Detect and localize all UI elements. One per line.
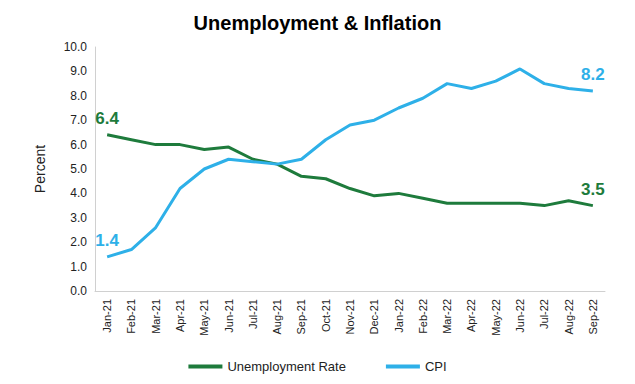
svg-text:Nov-21: Nov-21	[344, 299, 356, 334]
svg-text:Sep-22: Sep-22	[587, 299, 599, 334]
svg-text:Jul-22: Jul-22	[538, 299, 550, 329]
svg-text:Feb-22: Feb-22	[417, 299, 429, 334]
svg-text:0.0: 0.0	[70, 284, 87, 298]
svg-text:3.0: 3.0	[70, 211, 87, 225]
svg-text:Aug-22: Aug-22	[563, 299, 575, 334]
svg-text:Jan-22: Jan-22	[393, 299, 405, 333]
svg-text:8.2: 8.2	[581, 65, 605, 84]
svg-text:Jun-22: Jun-22	[514, 299, 526, 333]
svg-text:2.0: 2.0	[70, 235, 87, 249]
svg-text:Unemployment & Inflation: Unemployment & Inflation	[194, 12, 442, 34]
svg-text:May-22: May-22	[490, 299, 502, 336]
svg-text:Feb-21: Feb-21	[125, 299, 137, 334]
svg-text:4.0: 4.0	[70, 186, 87, 200]
svg-text:1.4: 1.4	[95, 231, 119, 250]
svg-text:Dec-21: Dec-21	[368, 299, 380, 334]
svg-text:6.0: 6.0	[70, 138, 87, 152]
svg-text:Sep-21: Sep-21	[295, 299, 307, 334]
svg-text:5.0: 5.0	[70, 162, 87, 176]
svg-text:Aug-21: Aug-21	[271, 299, 283, 334]
svg-text:Unemployment Rate: Unemployment Rate	[227, 359, 346, 374]
svg-text:10.0: 10.0	[64, 40, 88, 54]
svg-text:7.0: 7.0	[70, 113, 87, 127]
svg-text:May-21: May-21	[198, 299, 210, 336]
svg-text:3.5: 3.5	[581, 180, 605, 199]
svg-text:Mar-22: Mar-22	[441, 299, 453, 334]
svg-text:Jul-21: Jul-21	[247, 299, 259, 329]
svg-text:Jun-21: Jun-21	[223, 299, 235, 333]
svg-text:Apr-21: Apr-21	[174, 299, 186, 332]
svg-text:Oct-21: Oct-21	[320, 299, 332, 332]
svg-text:Apr-22: Apr-22	[465, 299, 477, 332]
svg-text:9.0: 9.0	[70, 64, 87, 78]
svg-text:8.0: 8.0	[70, 89, 87, 103]
svg-text:Percent: Percent	[32, 145, 48, 193]
svg-text:Jan-21: Jan-21	[101, 299, 113, 333]
svg-text:CPI: CPI	[425, 359, 447, 374]
svg-text:Mar-21: Mar-21	[150, 299, 162, 334]
svg-text:1.0: 1.0	[70, 260, 87, 274]
svg-text:6.4: 6.4	[95, 109, 119, 128]
